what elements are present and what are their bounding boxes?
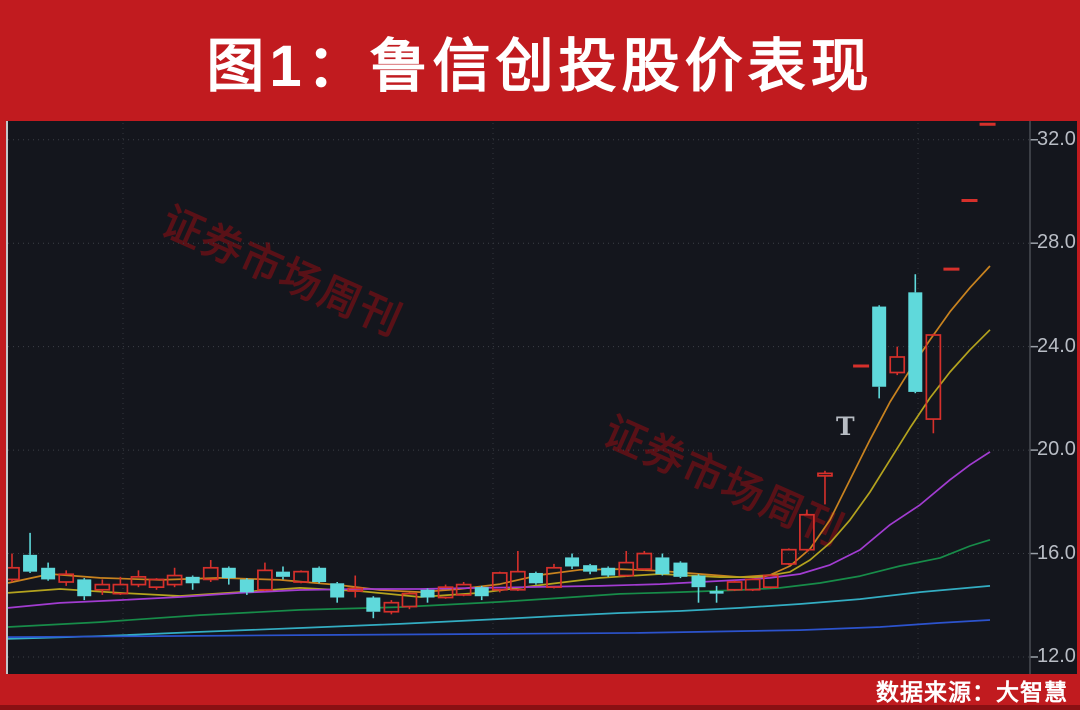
ma-yellow — [7, 329, 991, 598]
ex-rights-t-marker: T — [836, 412, 855, 441]
ma-blue — [7, 619, 991, 638]
y-axis-label: 16.0 — [1037, 541, 1076, 564]
ma-cyan — [7, 585, 991, 640]
source-label: 数据来源：大智慧 — [876, 678, 1068, 705]
y-axis-label: 12.0 — [1037, 645, 1076, 667]
y-axis-label: 32.0 — [1037, 127, 1076, 150]
chart-title-banner: 图1：鲁信创投股价表现 — [0, 0, 1080, 121]
ma-magenta — [7, 451, 991, 609]
y-axis-label: 24.0 — [1037, 334, 1076, 357]
page-title: 图1：鲁信创投股价表现 — [206, 33, 874, 99]
right-border — [1077, 121, 1080, 674]
y-axis-label: 20.0 — [1037, 438, 1076, 461]
y-axis-label: 28.0 — [1037, 231, 1076, 254]
ma-green — [7, 538, 991, 628]
left-border — [0, 121, 6, 674]
source-bar: 数据来源：大智慧 — [0, 674, 1080, 710]
y-axis-line-left — [6, 121, 8, 674]
